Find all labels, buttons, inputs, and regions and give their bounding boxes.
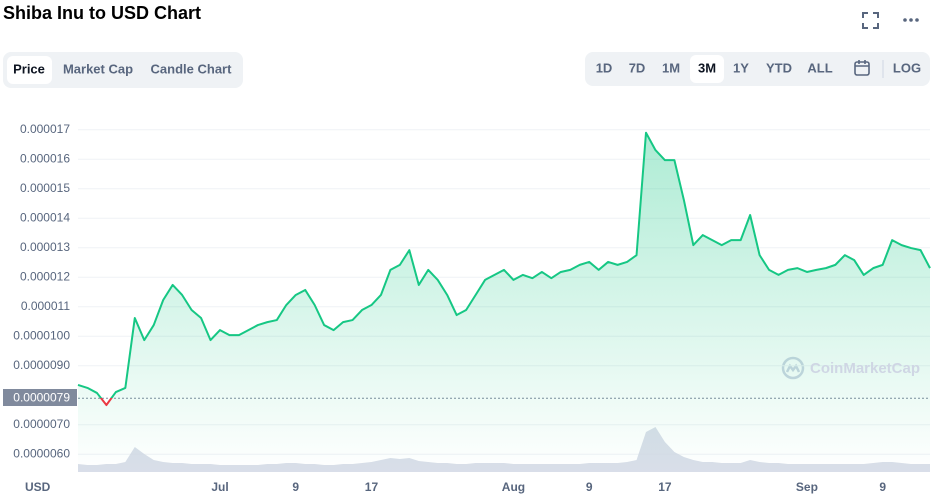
y-tick-label: 0.0000100 bbox=[13, 328, 70, 342]
chart-title: Shiba Inu to USD Chart bbox=[3, 3, 201, 23]
range-group bbox=[585, 52, 930, 86]
y-tick-label: 0.000016 bbox=[20, 151, 70, 165]
reference-label-box bbox=[3, 389, 77, 406]
calendar-icon[interactable] bbox=[854, 60, 870, 76]
x-tick-label: Sep bbox=[796, 480, 818, 494]
y-tick-label: 0.000012 bbox=[20, 269, 70, 283]
more-icon[interactable] bbox=[903, 18, 919, 22]
tab-group bbox=[3, 52, 243, 88]
y-tick-label: 0.000017 bbox=[20, 122, 70, 136]
range-selected bbox=[690, 55, 724, 83]
x-tick-label: 17 bbox=[365, 480, 379, 494]
log-button[interactable]: LOG bbox=[893, 60, 921, 75]
y-tick-label: 0.0000060 bbox=[13, 446, 70, 460]
x-tick-label: 17 bbox=[658, 480, 672, 494]
range-button[interactable]: 1D bbox=[596, 60, 613, 75]
y-tick-label: 0.000014 bbox=[20, 210, 70, 224]
range-button[interactable]: 3M bbox=[698, 60, 716, 75]
watermark: CoinMarketCap bbox=[810, 360, 920, 377]
range-button[interactable]: ALL bbox=[807, 60, 832, 75]
fullscreen-icon[interactable] bbox=[862, 12, 879, 29]
x-tick-label: 9 bbox=[292, 480, 299, 494]
tab[interactable]: Candle Chart bbox=[151, 61, 233, 76]
tab[interactable]: Market Cap bbox=[63, 61, 133, 76]
y-tick-label: 0.0000070 bbox=[13, 417, 70, 431]
x-tick-label: Jul bbox=[211, 480, 228, 494]
range-button[interactable]: 7D bbox=[629, 60, 646, 75]
range-button[interactable]: YTD bbox=[766, 60, 792, 75]
tab-selected bbox=[7, 56, 52, 84]
price-area bbox=[78, 132, 930, 472]
reference-label: 0.0000079 bbox=[13, 390, 70, 404]
x-tick-label: Aug bbox=[502, 480, 525, 494]
tab[interactable]: Price bbox=[13, 61, 45, 76]
y-tick-label: 0.000015 bbox=[20, 181, 70, 195]
y-tick-label: 0.000011 bbox=[21, 299, 70, 313]
range-button[interactable]: 1M bbox=[662, 60, 680, 75]
x-tick-label: 9 bbox=[879, 480, 886, 494]
range-button[interactable]: 1Y bbox=[733, 60, 749, 75]
x-tick-label: 9 bbox=[586, 480, 593, 494]
y-tick-label: 0.000013 bbox=[20, 240, 70, 254]
price-line bbox=[77, 131, 931, 407]
currency-label: USD bbox=[25, 480, 51, 494]
y-tick-label: 0.0000090 bbox=[13, 358, 70, 372]
